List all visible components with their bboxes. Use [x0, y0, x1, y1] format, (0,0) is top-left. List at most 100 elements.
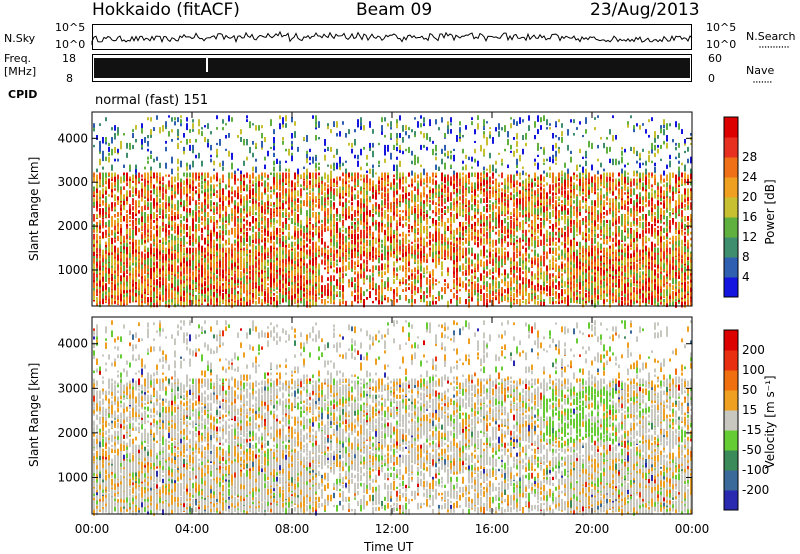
heatmap-cell: [405, 234, 407, 239]
heatmap-cell: [150, 190, 152, 193]
heatmap-cell: [357, 200, 359, 206]
heatmap-cell: [261, 246, 263, 253]
heatmap-cell: [294, 226, 296, 231]
heatmap-cell: [165, 202, 167, 209]
heatmap-cell: [189, 202, 191, 205]
heatmap-cell: [339, 131, 341, 137]
heatmap-cell: [129, 208, 131, 214]
heatmap-cell: [120, 186, 122, 189]
heatmap-cell: [93, 234, 95, 240]
heatmap-cell: [129, 204, 131, 209]
heatmap-cell: [228, 238, 230, 244]
heatmap-cell: [126, 143, 128, 149]
heatmap-cell: [114, 159, 116, 162]
heatmap-cell: [285, 248, 287, 255]
heatmap-cell: [156, 279, 158, 285]
heatmap-cell: [219, 179, 221, 184]
heatmap-cell: [177, 265, 179, 272]
heatmap-cell: [189, 295, 191, 300]
heatmap-cell: [357, 242, 359, 249]
heatmap-cell: [129, 190, 131, 197]
heatmap-cell: [237, 179, 239, 181]
heatmap-cell: [399, 214, 401, 217]
heatmap-cell: [258, 125, 260, 131]
heatmap-cell: [420, 295, 422, 299]
heatmap-cell: [384, 135, 386, 138]
heatmap-cell: [297, 214, 299, 221]
heatmap-cell: [339, 299, 341, 302]
heatmap-cell: [372, 180, 374, 183]
heatmap-cell: [330, 275, 332, 281]
heatmap-cell: [249, 256, 251, 263]
heatmap-cell: [405, 258, 407, 265]
heatmap-cell: [417, 214, 419, 218]
heatmap-cell: [354, 283, 356, 289]
heatmap-cell: [327, 147, 329, 150]
heatmap-cell: [165, 248, 167, 251]
heatmap-cell: [279, 184, 281, 191]
heatmap-cell: [126, 190, 128, 196]
heatmap-cell: [114, 220, 116, 226]
heatmap-cell: [396, 198, 398, 204]
heatmap-cell: [318, 167, 320, 171]
heatmap-cell: [183, 256, 185, 258]
heatmap-cell: [261, 182, 263, 186]
heatmap-cell: [174, 121, 176, 125]
heatmap-cell: [276, 228, 278, 235]
heatmap-cell: [111, 182, 113, 189]
heatmap-cell: [207, 139, 209, 143]
heatmap-cell: [351, 260, 353, 262]
heatmap-cell: [399, 222, 401, 226]
heatmap-cell: [249, 228, 251, 231]
heatmap-cell: [99, 208, 101, 215]
heatmap-cell: [210, 216, 212, 220]
heatmap-cell: [114, 147, 116, 153]
heatmap-cell: [291, 155, 293, 161]
heatmap-cell: [249, 200, 251, 203]
heatmap-cell: [141, 285, 143, 292]
heatmap-cell: [201, 222, 203, 225]
heatmap-cell: [369, 236, 371, 239]
heatmap-cell: [216, 206, 218, 212]
heatmap-cell: [177, 244, 179, 247]
heatmap-cell: [294, 182, 296, 187]
heatmap-cell: [258, 196, 260, 201]
heatmap-cell: [288, 212, 290, 214]
heatmap-cell: [222, 283, 224, 285]
heatmap-cell: [147, 252, 149, 258]
heatmap-cell: [210, 145, 212, 151]
heatmap-cell: [327, 250, 329, 255]
heatmap-cell: [198, 285, 200, 290]
heatmap-cell: [381, 173, 383, 178]
heatmap-cell: [354, 194, 356, 199]
heatmap-cell: [414, 186, 416, 191]
heatmap-cell: [186, 224, 188, 230]
heatmap-cell: [324, 139, 326, 146]
heatmap-cell: [177, 200, 179, 205]
heatmap-cell: [165, 163, 167, 169]
heatmap-cell: [420, 289, 422, 293]
heatmap-cell: [246, 283, 248, 290]
heatmap-cell: [186, 123, 188, 130]
heatmap-cell: [387, 145, 389, 152]
heatmap-cell: [162, 228, 164, 232]
heatmap-cell: [114, 279, 116, 284]
heatmap-cell: [144, 254, 146, 260]
heatmap-cell: [267, 151, 269, 157]
heatmap-cell: [318, 283, 320, 288]
heatmap-cell: [156, 252, 158, 259]
heatmap-cell: [330, 228, 332, 230]
heatmap-cell: [162, 250, 164, 254]
heatmap-cell: [234, 240, 236, 244]
heatmap-cell: [408, 244, 410, 249]
heatmap-cell: [117, 218, 119, 223]
heatmap-cell: [237, 218, 239, 222]
heatmap-cell: [102, 200, 104, 203]
heatmap-cell: [255, 250, 257, 257]
heatmap-cell: [243, 283, 245, 288]
heatmap-cell: [102, 285, 104, 291]
heatmap-cell: [375, 184, 377, 189]
heatmap-cell: [366, 289, 368, 291]
heatmap-cell: [210, 230, 212, 233]
heatmap-cell: [231, 173, 233, 179]
